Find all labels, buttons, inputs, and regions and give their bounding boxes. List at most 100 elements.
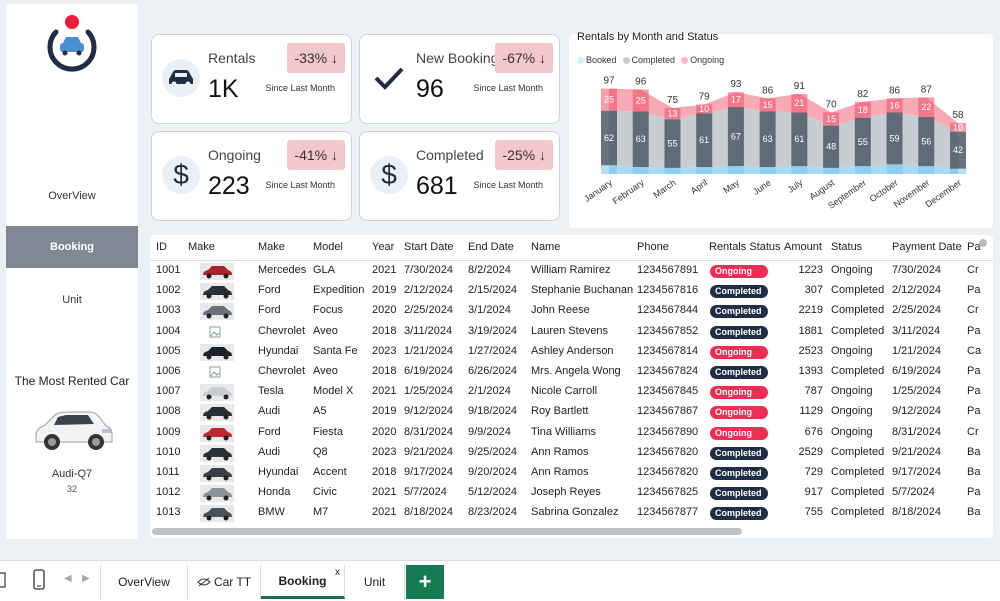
bar-completed-february [632, 111, 649, 167]
cell-model: Accent [313, 466, 347, 478]
table-row[interactable]: 1010 Audi Q8 2023 9/21/2024 9/25/2024 Ann Ramo… [150, 443, 993, 463]
cell-start: 9/12/2024 [404, 405, 453, 418]
x-tick-label: February [611, 177, 647, 206]
column-header[interactable]: Phone [637, 241, 669, 253]
table-row[interactable]: 1002 Ford Expedition 2019 2/12/2024 2/15/2024… [150, 281, 993, 301]
tab-unit[interactable]: Unit [345, 565, 405, 599]
column-header[interactable]: Rentals Status [709, 241, 781, 253]
bar-booked-january [601, 165, 617, 174]
ongoing-label: 16 [890, 100, 900, 110]
cell-amount: 2219 [798, 304, 823, 317]
bar-booked-april [696, 166, 713, 174]
cell-name: Lauren Stevens [531, 324, 609, 337]
bar-ongoing-january [601, 88, 617, 111]
cell-pay: 8/31/2024 [892, 425, 941, 438]
table-row[interactable]: 1006 Chevrolet Aveo 2018 6/19/2024 6/26/2024 M… [150, 362, 993, 382]
kpi-since: Since Last Month [265, 180, 335, 190]
cell-name: Ann Ramos [531, 445, 589, 458]
cell-id: 1009 [156, 425, 181, 438]
tab-close-icon[interactable]: x [335, 567, 340, 578]
cell-id: 1007 [156, 385, 181, 398]
cell-phone: 1234567844 [637, 304, 699, 317]
total-label: 86 [762, 85, 774, 96]
table-row[interactable]: 1013 BMW M7 2021 8/18/2024 8/23/2024 Sabrina G… [150, 503, 993, 523]
nav-booking[interactable]: Booking [6, 226, 138, 268]
x-tick-label: April [689, 177, 709, 196]
cell-pa: Ba [967, 466, 981, 478]
column-header[interactable]: End Date [468, 241, 514, 253]
car-thumbnail [200, 424, 234, 442]
cell-status: Completed [831, 486, 885, 499]
column-header[interactable]: Make [188, 241, 215, 253]
table-row[interactable]: 1014NissanRogue201911/25/202411/29/2024A… [150, 524, 993, 526]
cell-status: Completed [831, 324, 885, 337]
table-row[interactable]: 1003 Ford Focus 2020 2/25/2024 3/1/2024 John R… [150, 301, 993, 321]
table-row[interactable]: 1011 Hyundai Accent 2018 9/17/2024 9/20/2024 A… [150, 463, 993, 483]
column-header[interactable]: Pa [967, 241, 981, 253]
vertical-scrollbar[interactable] [979, 239, 987, 247]
completed-label: 55 [858, 137, 868, 147]
tab-overview[interactable]: OverView [100, 565, 188, 599]
completed-label: 62 [604, 133, 614, 143]
column-header[interactable]: Model [313, 241, 343, 253]
cell-year: 2021 [372, 385, 397, 398]
bar-completed-april [696, 113, 713, 167]
column-header[interactable]: Status [831, 241, 863, 253]
cell-end: 5/12/2024 [468, 486, 517, 499]
cell-id: 1008 [156, 405, 181, 418]
table-row[interactable]: 1008 Audi A5 2019 9/12/2024 9/18/2024 Roy Bart… [150, 402, 993, 422]
kpi-value: 681 [416, 172, 458, 200]
ongoing-label: 17 [731, 95, 741, 105]
cell-pay: 9/21/2024 [892, 445, 941, 458]
total-label: 82 [857, 89, 869, 100]
column-header[interactable]: Year [372, 241, 395, 253]
column-header[interactable]: Make [258, 241, 285, 253]
legend-ongoing: Ongoing [681, 55, 724, 65]
cell-pa: Pa [967, 385, 981, 398]
kpi-ongoing-card: $ Ongoing 223 -41% ↓ Since Last Month [151, 131, 352, 221]
table-row[interactable]: 1004 Chevrolet Aveo 2018 3/11/2024 3/19/2024 L… [150, 322, 993, 342]
cell-model: GLA [313, 264, 336, 276]
table-row[interactable]: 1009 Ford Fiesta 2020 8/31/2024 9/9/2024 Tina … [150, 423, 993, 443]
tab-scroll-left-icon[interactable]: ◀ [64, 573, 72, 584]
mobile-view-icon[interactable] [32, 569, 46, 591]
bar-completed-january [601, 110, 617, 166]
most-rented-count: 32 [66, 484, 77, 494]
completed-label: 56 [921, 136, 931, 146]
cell-status: Completed [831, 445, 885, 458]
cell-year: 2018 [372, 365, 397, 377]
desktop-view-icon[interactable] [0, 571, 6, 589]
column-header[interactable]: Payment Date [892, 241, 962, 253]
ongoing-label: 10 [699, 104, 709, 114]
nav-unit[interactable]: Unit [62, 294, 82, 306]
bar-completed-may [727, 107, 744, 167]
tab-booking[interactable]: Booking x [261, 565, 345, 599]
table-row[interactable]: 1001 Mercedes GLA 2021 7/30/2024 8/2/2024 Will… [150, 261, 993, 281]
column-header[interactable]: Name [531, 241, 561, 253]
kpi-change-badge: -25% ↓ [495, 140, 553, 170]
cell-name: John Reese [531, 304, 590, 317]
kpi-value: 223 [208, 172, 250, 200]
cell-amount: 676 [804, 425, 823, 438]
bar-ongoing-december [950, 122, 966, 132]
column-header[interactable]: Start Date [404, 241, 454, 253]
rental-status-badge: Completed [710, 507, 768, 521]
ongoing-label: 25 [604, 95, 614, 105]
column-header[interactable]: Amount [784, 241, 822, 253]
add-page-button[interactable]: + [406, 565, 444, 599]
tab-car-tt[interactable]: Car TT [188, 565, 261, 599]
column-header[interactable]: ID [156, 241, 167, 253]
table-row[interactable]: 1005 Hyundai Santa Fe 2023 1/21/2024 1/27/202… [150, 342, 993, 362]
ongoing-label: 15 [763, 100, 773, 110]
horizontal-scrollbar[interactable] [152, 528, 742, 535]
total-label: 97 [603, 76, 615, 87]
cell-model: Focus [313, 304, 343, 317]
table-body[interactable]: 1001 Mercedes GLA 2021 7/30/2024 8/2/2024 Will… [150, 261, 993, 526]
cell-make: Audi [258, 445, 281, 458]
table-row[interactable]: 1012 Honda Civic 2021 5/7/2024 5/12/2024 Josep… [150, 483, 993, 503]
nav-overview[interactable]: OverView [48, 190, 96, 202]
tab-scroll-right-icon[interactable]: ▶ [82, 573, 90, 584]
cell-year: 2023 [372, 344, 397, 357]
cell-make: Hyundai [258, 344, 299, 357]
table-row[interactable]: 1007 Tesla Model X 2021 1/25/2024 2/1/2024 Nic… [150, 382, 993, 402]
